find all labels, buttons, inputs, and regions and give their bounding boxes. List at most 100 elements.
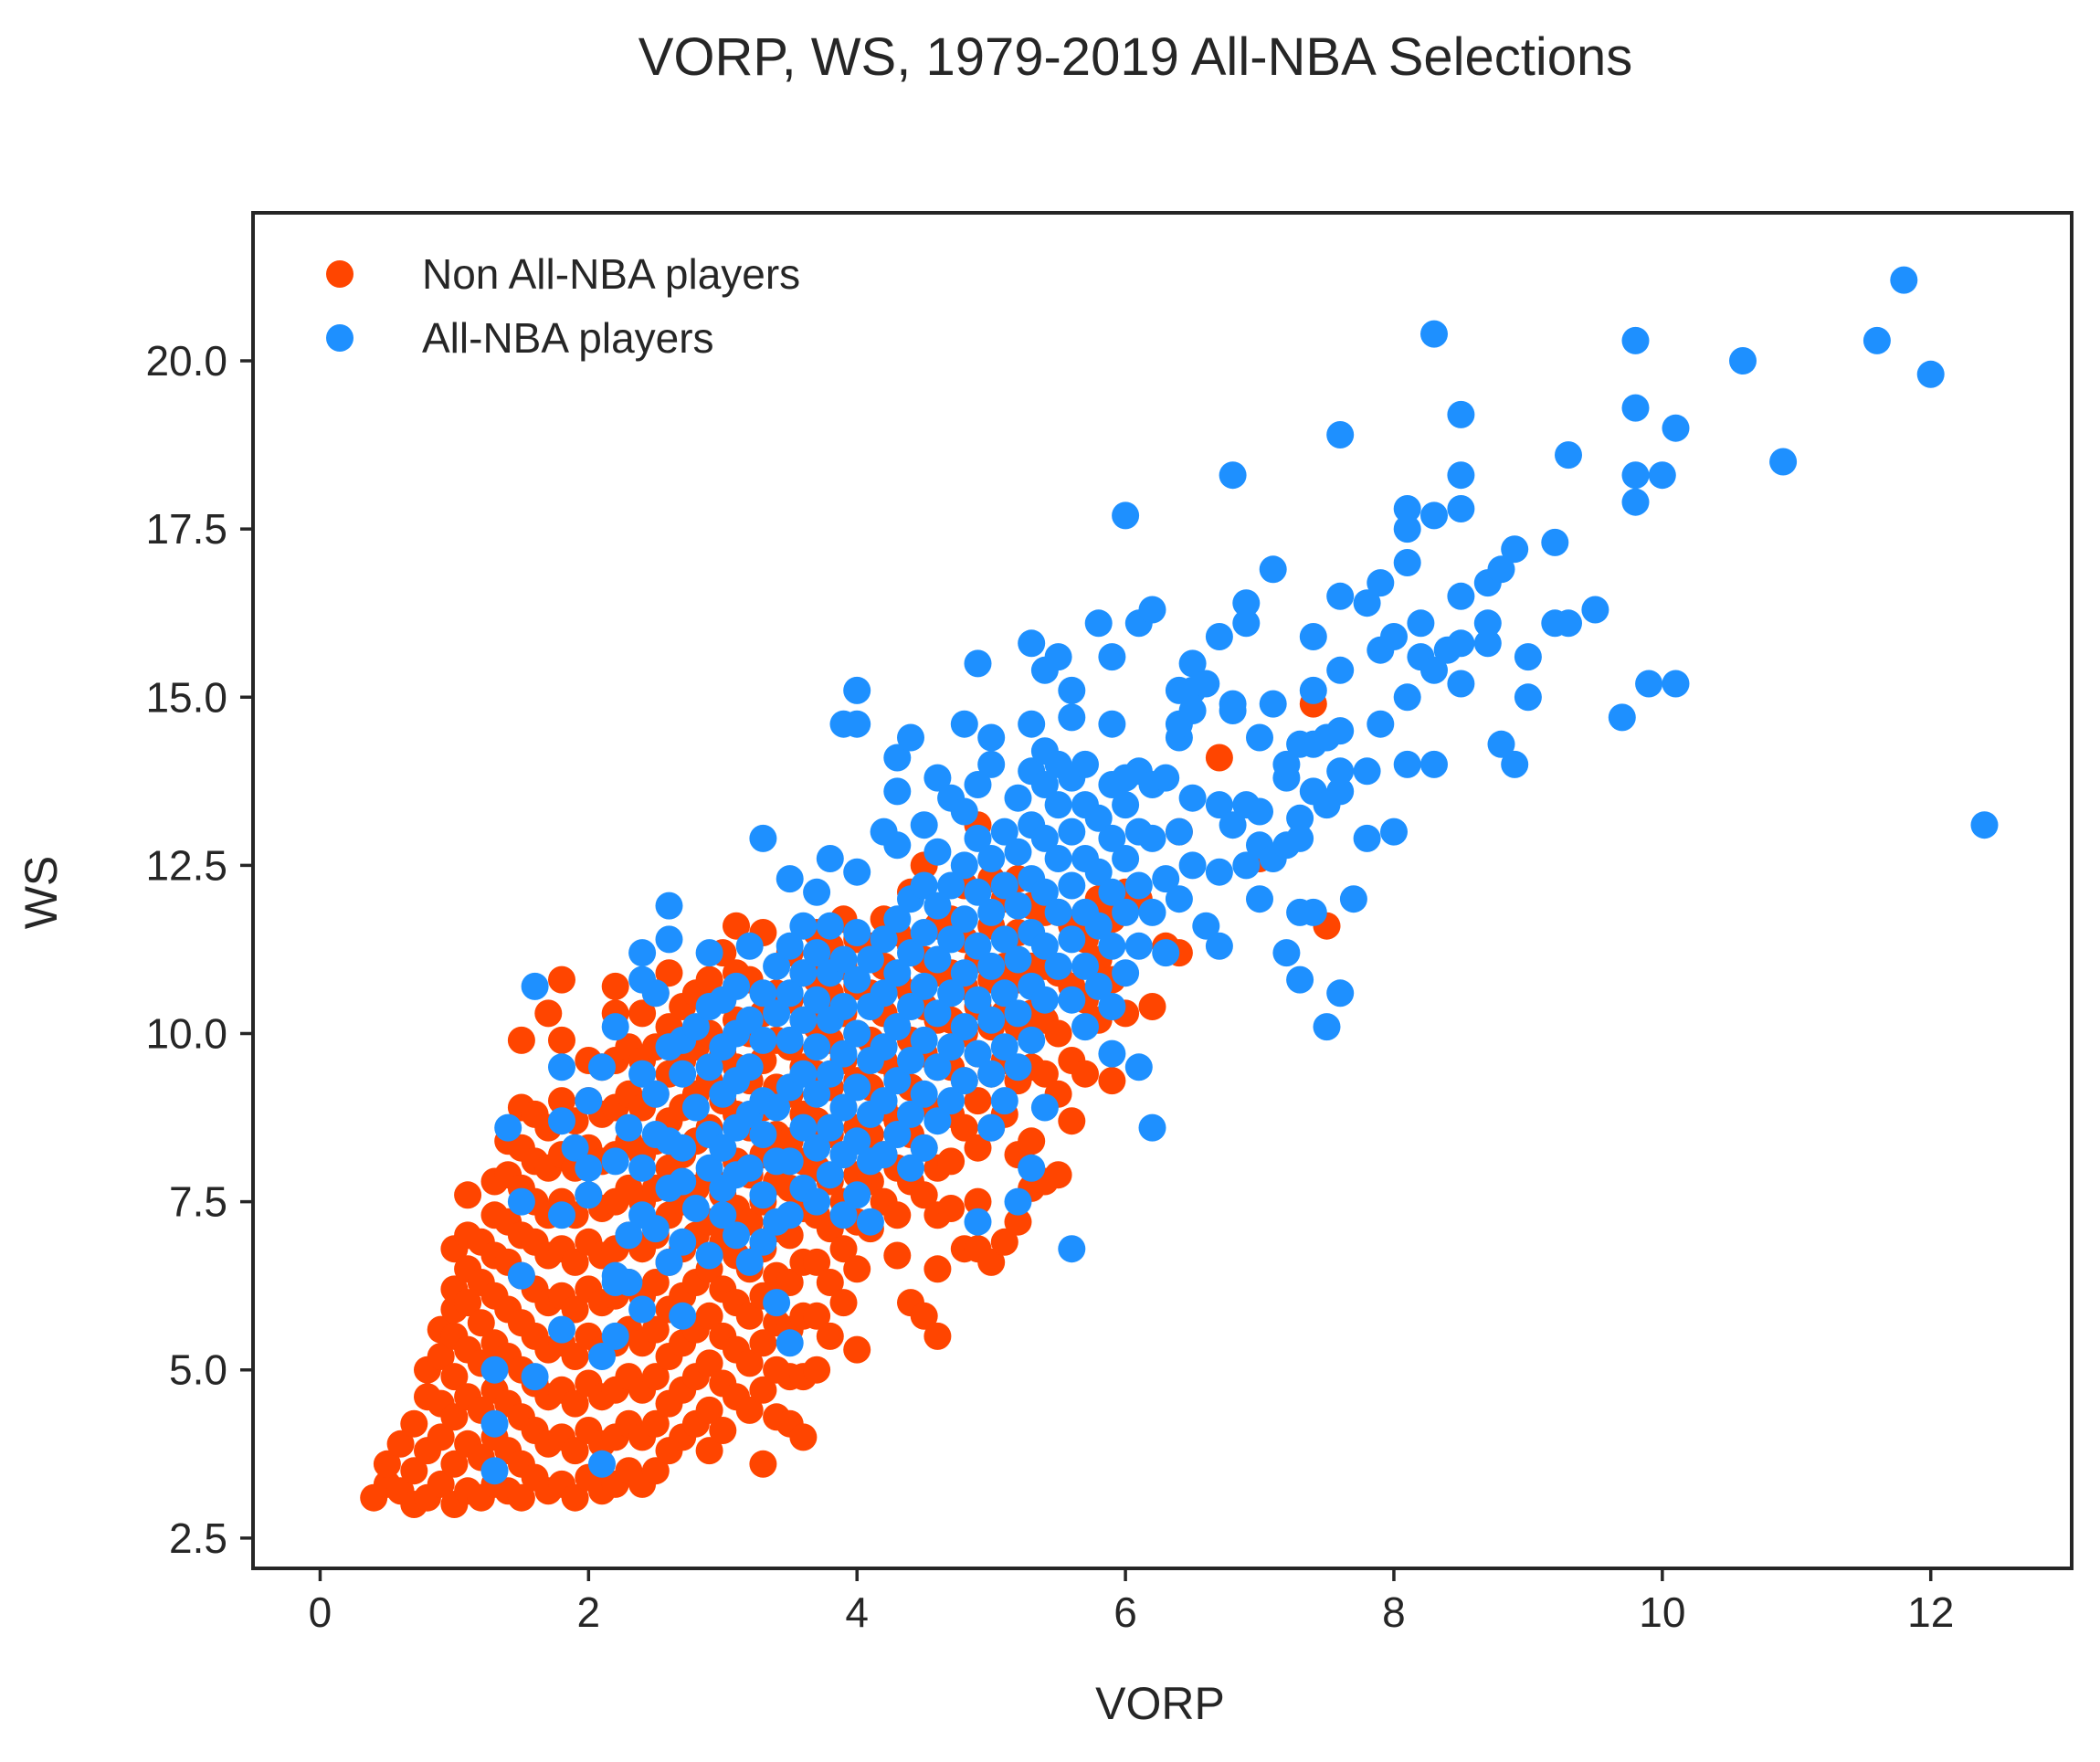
data-point — [641, 1269, 670, 1296]
data-point — [829, 1289, 858, 1317]
data-point — [950, 1013, 978, 1041]
data-point — [709, 1201, 737, 1229]
data-point — [1058, 871, 1086, 900]
data-point — [1138, 993, 1166, 1020]
data-point — [1621, 488, 1650, 516]
data-point — [776, 932, 804, 960]
x-axis: 0 2 4 6 8 10 12 — [309, 1568, 1954, 1636]
data-point — [977, 750, 1006, 778]
data-point — [789, 959, 818, 987]
data-point — [1662, 670, 1690, 698]
data-point — [561, 1389, 589, 1418]
data-point — [749, 1228, 777, 1256]
data-point — [655, 892, 683, 920]
data-point — [803, 1356, 831, 1384]
data-point — [628, 939, 657, 967]
data-point — [1662, 414, 1690, 442]
data-point — [1447, 629, 1475, 658]
data-point — [816, 1113, 844, 1142]
data-point — [1353, 589, 1381, 617]
data-point — [990, 1033, 1018, 1061]
data-point — [937, 871, 966, 900]
data-point — [1890, 266, 1918, 294]
data-point — [1272, 939, 1301, 967]
data-point — [910, 919, 938, 946]
data-point — [1447, 495, 1475, 522]
data-point — [695, 1349, 723, 1377]
data-point — [897, 1154, 924, 1182]
data-point — [386, 1430, 415, 1458]
data-point — [1863, 326, 1891, 354]
data-point — [1098, 824, 1126, 852]
data-point — [1138, 898, 1166, 926]
data-point — [829, 1039, 858, 1068]
data-point — [1501, 535, 1529, 564]
data-point — [1313, 1013, 1341, 1041]
data-point — [1635, 670, 1663, 698]
data-point — [1004, 892, 1032, 920]
data-point — [695, 939, 723, 967]
data-point — [1004, 784, 1032, 812]
data-point — [964, 986, 992, 1014]
data-point — [575, 1181, 603, 1209]
data-point — [1501, 750, 1529, 778]
data-point — [1138, 824, 1166, 852]
data-point — [1044, 845, 1072, 872]
data-point — [427, 1470, 455, 1498]
data-point — [977, 1006, 1006, 1034]
data-point — [628, 999, 657, 1028]
data-point — [480, 1356, 509, 1384]
data-point — [1232, 851, 1261, 880]
data-point — [937, 1195, 966, 1222]
data-point — [977, 723, 1006, 752]
data-point — [735, 1053, 764, 1081]
data-point — [735, 1154, 764, 1182]
data-point — [641, 1363, 670, 1391]
data-point — [1286, 965, 1314, 994]
data-point — [1514, 643, 1542, 671]
data-point — [1098, 993, 1126, 1020]
data-point — [950, 905, 978, 934]
data-point — [1030, 771, 1059, 798]
data-point — [937, 1147, 966, 1176]
data-point — [789, 1423, 818, 1451]
x-tick-label: 8 — [1382, 1588, 1406, 1636]
data-point — [964, 771, 992, 798]
data-point — [923, 838, 952, 866]
data-point — [843, 1019, 871, 1048]
legend-marker — [326, 324, 354, 352]
data-point — [843, 965, 871, 994]
data-point — [1447, 461, 1475, 490]
data-point — [695, 965, 723, 994]
data-point — [1071, 750, 1099, 778]
data-point — [950, 1113, 978, 1142]
data-point — [681, 1093, 710, 1122]
data-point — [803, 1080, 831, 1108]
data-point — [695, 1396, 723, 1424]
data-point — [1004, 1208, 1032, 1236]
data-point — [1165, 885, 1193, 913]
data-point — [763, 952, 791, 980]
data-point — [829, 945, 858, 974]
data-point — [977, 898, 1006, 926]
data-point — [1098, 710, 1126, 738]
data-point — [843, 1073, 871, 1102]
data-point — [1621, 394, 1650, 422]
data-point — [789, 1006, 818, 1034]
data-point — [669, 1228, 697, 1256]
data-point — [1178, 649, 1207, 678]
data-point — [1044, 791, 1072, 819]
data-point — [1030, 824, 1059, 852]
data-point — [977, 1113, 1006, 1142]
data-point — [789, 912, 818, 940]
data-point — [749, 1026, 777, 1054]
data-point — [964, 1187, 992, 1216]
data-point — [776, 1026, 804, 1054]
data-point — [749, 1376, 777, 1404]
data-point — [1044, 952, 1072, 980]
x-tick-label: 2 — [577, 1588, 601, 1636]
data-point — [964, 824, 992, 852]
data-point — [1420, 320, 1448, 348]
data-point — [440, 1450, 469, 1478]
